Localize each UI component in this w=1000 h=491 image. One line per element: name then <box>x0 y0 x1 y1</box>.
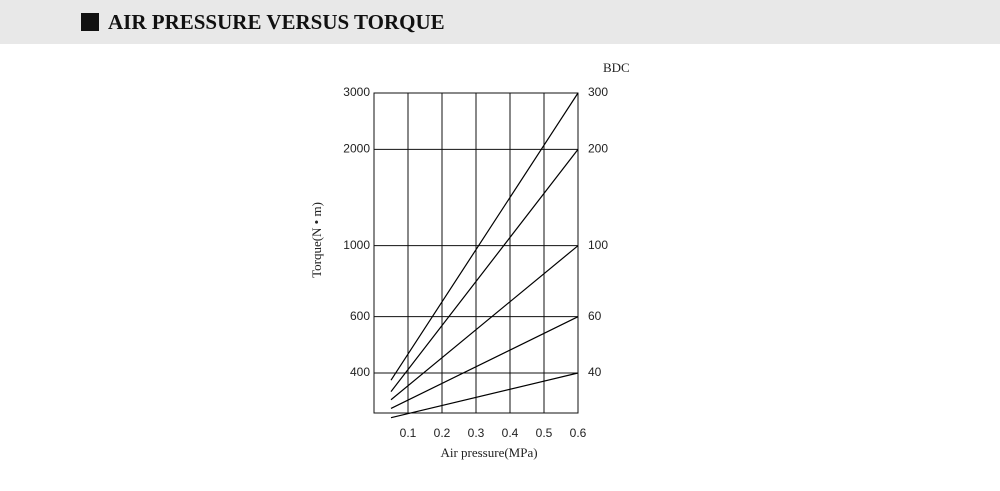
series-line <box>390 372 579 419</box>
y2-title: BDC <box>603 60 630 75</box>
series-line <box>390 148 579 392</box>
series-line <box>390 316 579 409</box>
series-label: 60 <box>588 309 602 323</box>
y-tick-label: 400 <box>350 365 370 379</box>
series-label: 300 <box>588 85 608 99</box>
y-tick-label: 1000 <box>343 238 370 252</box>
chart-title: AIR PRESSURE VERSUS TORQUE <box>108 10 445 34</box>
x-tick-label: 0.1 <box>400 426 417 440</box>
header-bar: AIR PRESSURE VERSUS TORQUE <box>0 0 1000 44</box>
series-label: 40 <box>588 365 602 379</box>
series-line <box>390 245 579 401</box>
x-tick-label: 0.3 <box>468 426 485 440</box>
y-tick-label: 600 <box>350 309 370 323</box>
series-label: 100 <box>588 238 608 252</box>
x-tick-label: 0.6 <box>570 426 587 440</box>
x-tick-label: 0.4 <box>502 426 519 440</box>
y-tick-label: 2000 <box>343 142 370 156</box>
header-icon <box>81 13 99 31</box>
x-tick-label: 0.5 <box>536 426 553 440</box>
y-tick-label: 3000 <box>343 85 370 99</box>
series-label: 200 <box>588 142 608 156</box>
x-axis-label: Air pressure(MPa) <box>440 445 537 460</box>
x-tick-label: 0.2 <box>434 426 451 440</box>
y-axis-label: Torque(N • m) <box>309 202 324 278</box>
series-line <box>390 92 579 381</box>
